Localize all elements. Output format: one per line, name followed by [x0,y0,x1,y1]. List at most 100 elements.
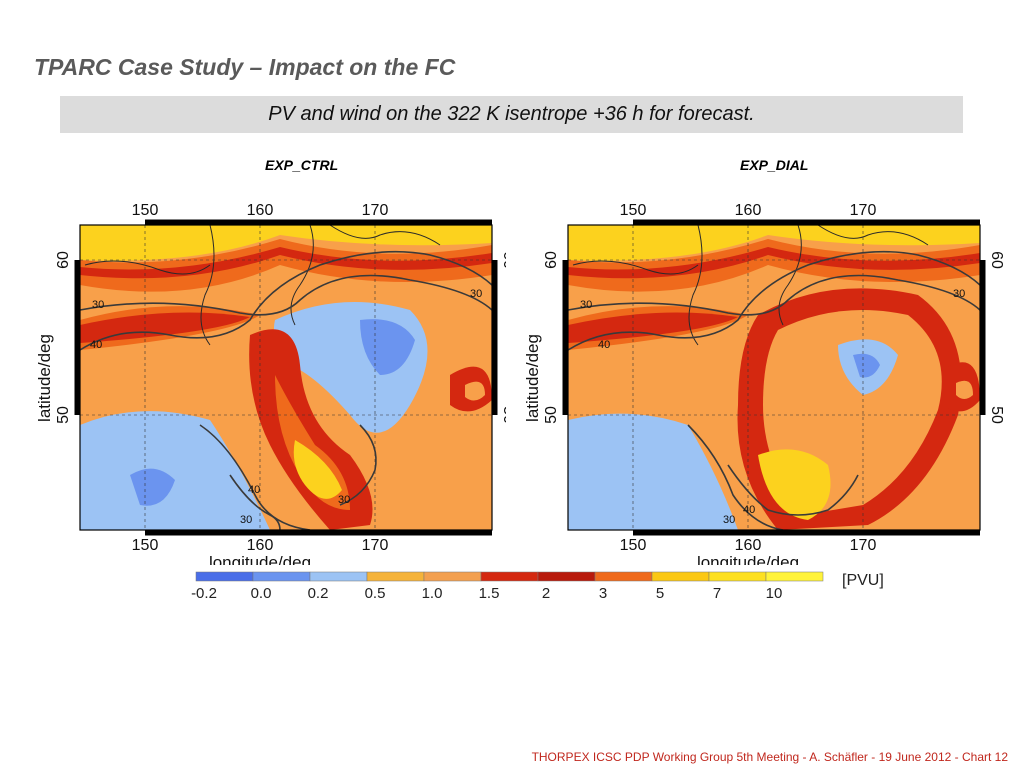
wind-contour-30-north [567,274,981,316]
tick-label-left: 60 [55,251,72,269]
wind-contour-30-south [229,474,281,531]
colorbar-swatch [195,571,254,582]
subtitle-bar: PV and wind on the 322 K isentrope +36 h… [60,96,963,133]
contour-label: 30 [338,494,350,506]
map-coastline-north [84,260,211,275]
colorbar-tick-label: 7 [713,585,721,602]
map-fill-jet-north [80,239,492,292]
contour-label: 30 [240,514,252,526]
map-coastline-north [572,260,699,275]
colorbar-swatch [252,571,311,582]
wind-contour-30-north [79,274,493,316]
tick-label-right: 60 [500,251,506,269]
slide-title: TPARC Case Study – Impact on the FC [34,54,456,80]
contour-label: 40 [743,504,755,516]
map-coastline [688,224,929,346]
colorbar-unit: [PVU] [842,572,884,589]
colorbar-swatch [594,571,653,582]
contour-label: 40 [598,339,610,351]
map-frame [567,224,981,531]
map-dial: 30 40 30 40 30 150 160 170 150 160 170 l… [524,202,1004,565]
map-fill-cutoff-core [853,353,880,378]
colorbar-swatch [309,571,368,582]
map-ctrl: 30 40 40 30 30 30 150 160 170 150 160 17… [36,202,506,565]
tick-label-right: 50 [500,406,506,424]
x-axis-label: longitude/deg [697,553,799,565]
map-fill-yellow-north [568,225,980,261]
tick-label-top: 170 [362,202,389,219]
tick-label-top: 150 [620,202,647,219]
footer-text: THORPEX ICSC PDP Working Group 5th Meeti… [531,750,1008,764]
map-gridlines [568,225,980,530]
map-fill-jet-core [80,247,492,279]
panel-label-dial: EXP_DIAL [740,157,809,173]
tick-label-top: 170 [850,202,877,219]
colorbar-swatch [651,571,710,582]
tick-label-top: 160 [735,202,762,219]
map-fill-mid-band-core [80,312,250,343]
colorbar-tick-label: 5 [656,585,664,602]
contour-label: 30 [723,514,735,526]
map-frame [79,224,493,531]
colorbar-swatch [537,571,596,582]
contour-label: 40 [90,339,102,351]
colorbar-tick-label: 1.5 [479,585,500,602]
colorbar-tick-label: 2 [542,585,550,602]
colorbar-swatch [765,571,824,582]
wind-contour-40 [567,250,981,351]
map-coastline [200,224,441,346]
tick-label-left: 50 [543,406,560,424]
contour-label: 30 [580,299,592,311]
map-fill-mid-band-core [568,312,738,343]
colorbar-tick-label: 1.0 [422,585,443,602]
wind-contour-40-south [199,424,311,531]
colorbar-swatch [366,571,425,582]
colorbar-tick-label: 0.0 [251,585,272,602]
colorbar-tick-label: 0.5 [365,585,386,602]
contour-label: 30 [470,288,482,300]
map-fill-jet-core [568,247,980,279]
x-axis-label: longitude/deg [209,553,311,565]
tick-label-bottom: 160 [735,537,762,554]
contour-label: 30 [92,299,104,311]
panel-label-ctrl: EXP_CTRL [265,157,339,173]
map-fill-yellow-north [80,225,492,261]
tick-label-right: 60 [988,251,1004,269]
colorbar-swatch [708,571,767,582]
y-axis-label: latitude/deg [524,334,542,422]
contour-label: 40 [248,484,260,496]
tick-label-top: 160 [247,202,274,219]
map-fill-cutoff-core [360,319,415,375]
map-fill-blue-spot [130,468,175,506]
colorbar-tick-label: 0.2 [308,585,329,602]
colorbar-swatch [480,571,539,582]
wind-contour-30-south [687,424,784,531]
contour-label: 30 [953,288,965,300]
map-fill-east-ring-inner [465,381,485,401]
wind-contour-30-east [339,424,377,506]
colorbar-tick-label: 3 [599,585,607,602]
tick-label-bottom: 160 [247,537,274,554]
colorbar-swatch [423,571,482,582]
map-fill-east-ring-inner [956,380,973,399]
map-fill-southwest-blue [80,411,270,530]
tick-label-bottom: 170 [850,537,877,554]
map-fill-southwest-blue [568,413,738,530]
map-fill-jet-north [568,239,980,292]
tick-label-bottom: 170 [362,537,389,554]
tick-label-top: 150 [132,202,159,219]
tick-label-bottom: 150 [132,537,159,554]
subtitle-text: PV and wind on the 322 K isentrope +36 h… [268,103,755,125]
tick-label-left: 50 [55,406,72,424]
colorbar-tick-label: 10 [766,585,783,602]
tick-label-right: 50 [988,406,1004,424]
pv-colorbar: -0.2 0.0 0.2 0.5 1.0 1.5 2 3 5 7 10 [PVU] [191,571,884,602]
map-fill-yellow-blob [293,440,342,499]
wind-contour-40 [79,250,493,351]
map-gridlines [80,225,492,530]
y-axis-label: latitude/deg [36,334,54,422]
colorbar-tick-label: -0.2 [191,585,217,602]
map-fill-yellow-blob [758,449,831,520]
tick-label-bottom: 150 [620,537,647,554]
tick-label-left: 60 [543,251,560,269]
